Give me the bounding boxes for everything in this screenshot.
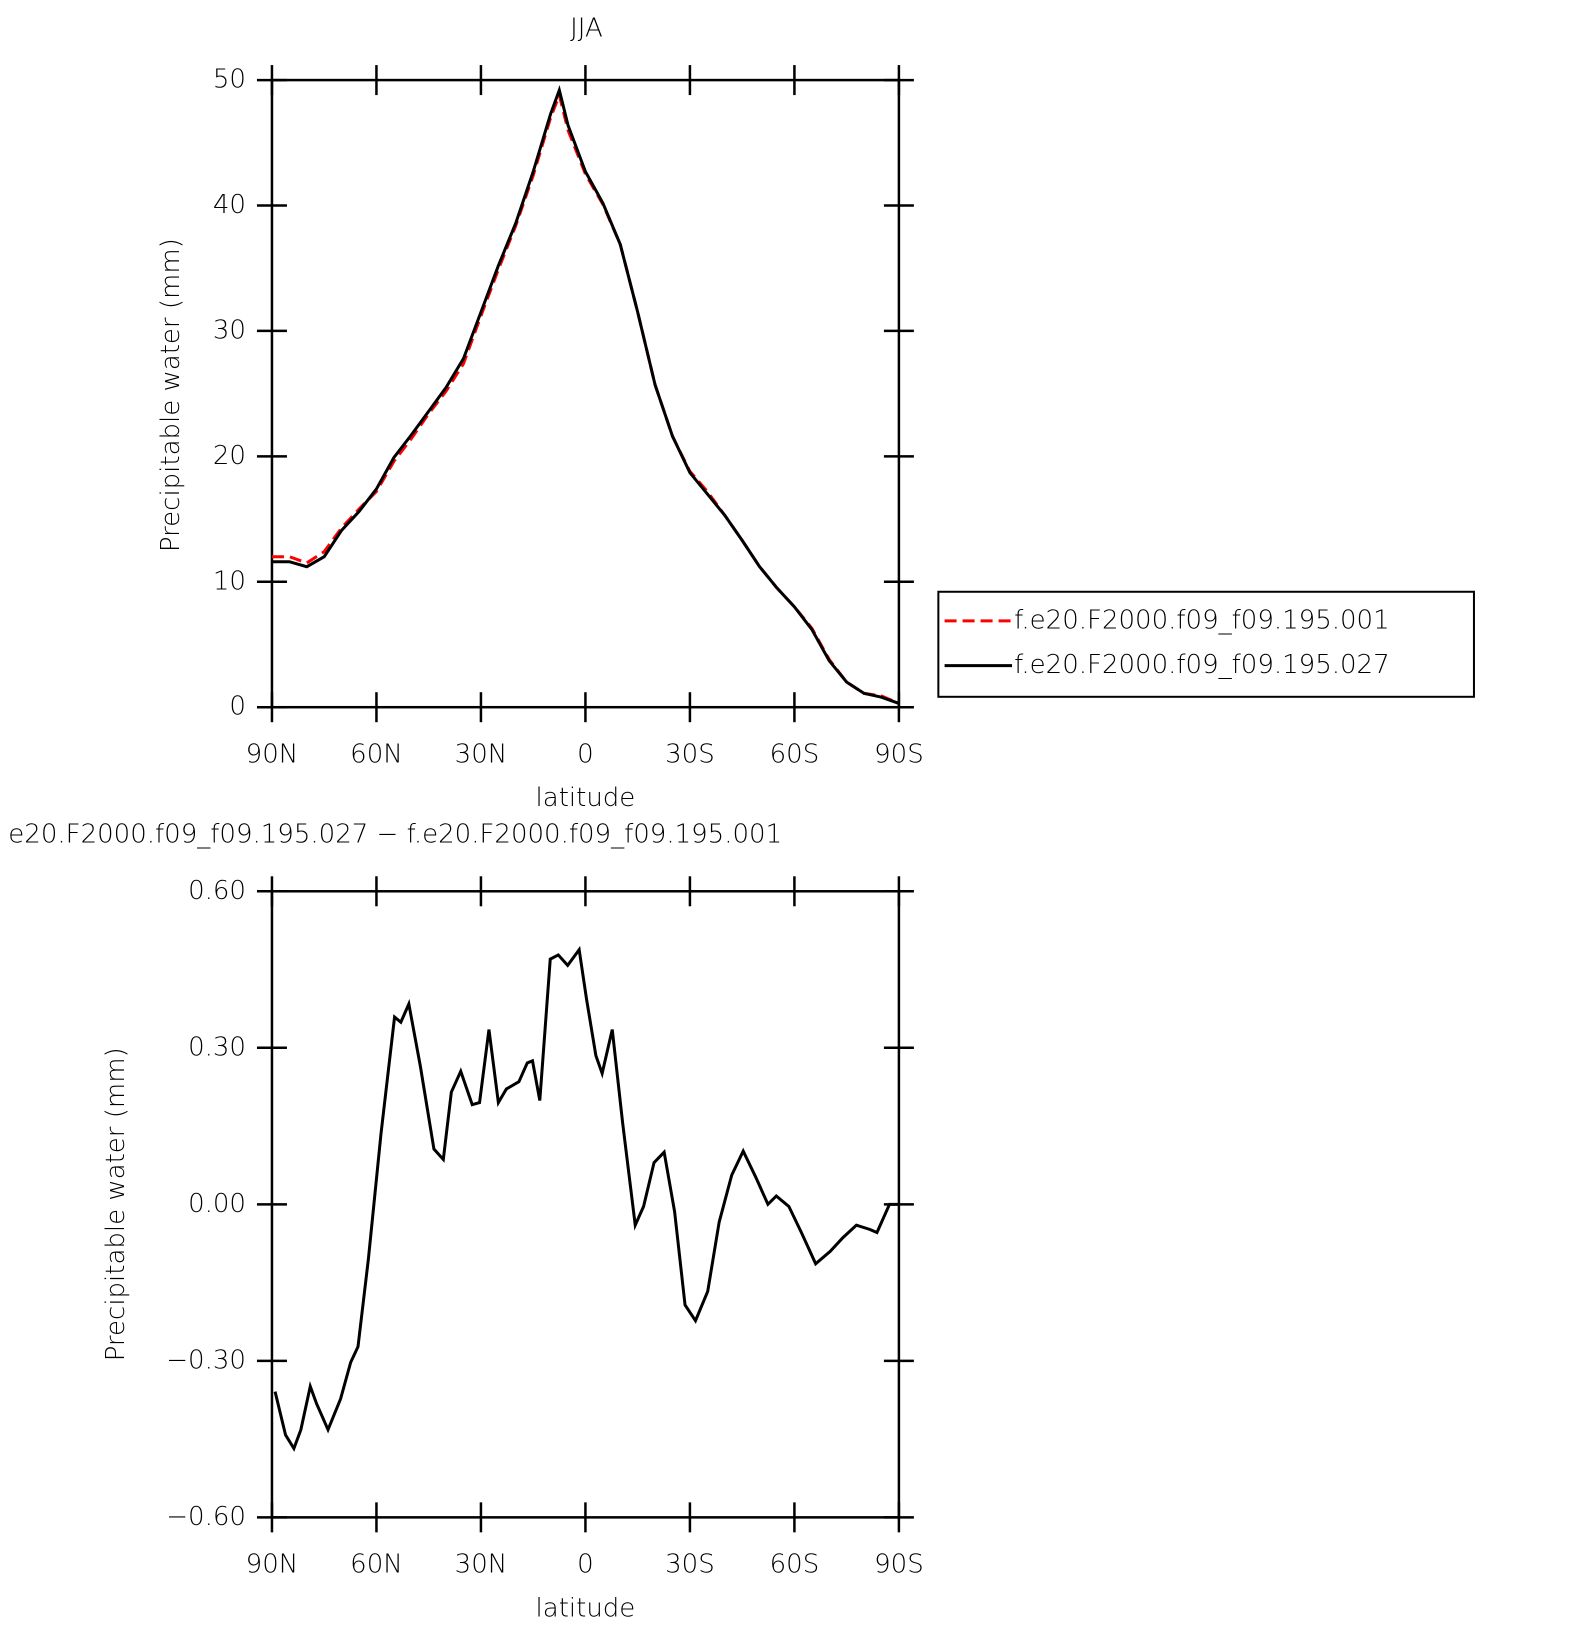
x-tick-label: 90N <box>246 1550 299 1580</box>
y-tick-label: −0.60 <box>166 1502 246 1532</box>
x-tick-label: 90S <box>874 1550 924 1580</box>
plot-frame <box>270 78 901 709</box>
y-axis-label: Precipitable water (mm) <box>156 238 186 552</box>
x-tick-label: 60N <box>350 1550 403 1580</box>
chart-title: e20.F2000.f09_f09.195.027 − f.e20.F2000.… <box>8 820 782 850</box>
x-tick-label: 60S <box>770 740 820 770</box>
x-tick-label: 60S <box>770 1550 820 1580</box>
y-tick-label: 0.60 <box>188 876 246 906</box>
y-axis-label: Precipitable water (mm) <box>101 1047 131 1361</box>
legend-label: f.e20.F2000.f09_f09.195.027 <box>1014 650 1390 680</box>
x-tick-label: 0 <box>577 740 594 770</box>
y-tick-label: 20 <box>213 441 246 471</box>
y-tick-label: 0.00 <box>188 1189 246 1219</box>
x-tick-label: 30N <box>455 1550 508 1580</box>
x-axis-label: latitude <box>536 783 636 813</box>
legend-box <box>937 590 1475 698</box>
y-tick-label: −0.30 <box>166 1345 246 1375</box>
data-line <box>273 945 899 1452</box>
x-tick-label: 30S <box>665 740 715 770</box>
y-tick-label: 30 <box>213 315 246 345</box>
x-tick-label: 90S <box>874 740 924 770</box>
data-line <box>271 90 900 705</box>
y-tick-label: 50 <box>213 65 246 95</box>
data-line <box>271 84 900 705</box>
chart-title: JJA <box>570 14 603 44</box>
x-tick-label: 60N <box>350 740 403 770</box>
x-tick-label: 0 <box>577 1550 594 1580</box>
y-tick-label: 40 <box>213 190 246 220</box>
x-tick-label: 30N <box>455 740 508 770</box>
y-tick-label: 0.30 <box>188 1032 246 1062</box>
x-axis-label: latitude <box>536 1593 636 1623</box>
x-tick-label: 90N <box>246 740 299 770</box>
y-tick-label: 10 <box>213 566 246 596</box>
x-tick-label: 30S <box>665 1550 715 1580</box>
legend-label: f.e20.F2000.f09_f09.195.001 <box>1014 605 1390 635</box>
y-tick-label: 0 <box>229 692 246 722</box>
